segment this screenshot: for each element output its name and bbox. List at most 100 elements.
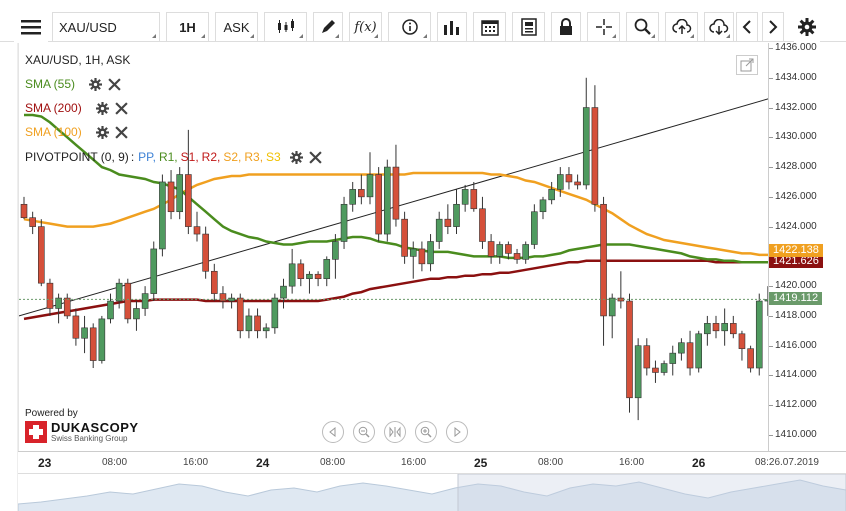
candle-body [392, 166, 400, 220]
candle-body [159, 181, 166, 250]
timeframe-select[interactable]: 1H [166, 12, 209, 42]
close-icon[interactable] [309, 150, 322, 164]
crosshair-icon [595, 19, 612, 35]
reset-view-button[interactable] [384, 421, 406, 443]
time-label-day: 24 [256, 456, 270, 470]
draw-tool-button[interactable] [313, 12, 343, 42]
lock-button[interactable] [551, 12, 581, 42]
left-margin [0, 43, 18, 511]
document-icon [520, 18, 537, 36]
zoom-button[interactable] [626, 12, 659, 42]
gear-icon[interactable] [95, 125, 109, 139]
time-label: 08:00 [102, 457, 128, 468]
price-tick [769, 167, 773, 169]
candle-body [46, 282, 54, 309]
chart-area[interactable] [18, 43, 769, 451]
scroll-forward-button[interactable] [446, 421, 468, 443]
pivot-item: S3 [266, 150, 281, 164]
candle-body [461, 189, 469, 205]
scroll-right-button[interactable] [762, 12, 784, 42]
time-label: 08:00 [538, 457, 564, 468]
candle-body [323, 259, 331, 280]
sma200-price-tag: 1421.626 [769, 255, 823, 269]
gear-icon[interactable] [95, 101, 109, 115]
download-button[interactable] [704, 12, 734, 42]
side-value: ASK [223, 19, 250, 35]
triangle-left-icon [329, 427, 336, 437]
candle-body [29, 217, 36, 227]
calendar-button[interactable] [473, 12, 506, 42]
info-button[interactable] [388, 12, 431, 42]
price-label: 1418.000 [775, 309, 817, 321]
candle-body [678, 342, 685, 354]
candle-body [358, 189, 365, 198]
gear-icon[interactable] [89, 77, 103, 91]
candle-body [738, 333, 746, 349]
candle-body [513, 253, 521, 260]
time-axis[interactable]: 23 08:00 16:00 24 08:00 16:00 25 08:00 16:00 26 08… [18, 451, 846, 473]
close-icon[interactable] [115, 125, 128, 139]
zoom-out-icon [358, 426, 370, 438]
candle-body [496, 244, 504, 257]
news-button[interactable] [512, 12, 545, 42]
settings-button[interactable] [794, 12, 820, 42]
scroll-left-button[interactable] [736, 12, 758, 42]
pivot-items: PP, R1, S1, R2, S2, R3, S3 [138, 150, 284, 164]
side-select[interactable]: ASK [215, 12, 258, 42]
close-icon[interactable] [108, 77, 121, 91]
price-axis[interactable]: 1436.000 1434.000 1432.000 1430.000 1428.000… [768, 42, 846, 451]
candle-body [721, 323, 728, 332]
upload-button[interactable] [665, 12, 698, 42]
legend-title: XAU/USD, 1H, ASK [25, 53, 131, 67]
symbol-select[interactable]: XAU/USD [52, 12, 160, 42]
price-tick [769, 375, 773, 377]
calendar-icon [480, 20, 499, 36]
candle-body [444, 218, 452, 227]
popout-button[interactable] [736, 55, 758, 75]
info-icon [401, 19, 418, 35]
bar-chart-icon [444, 21, 459, 35]
chart-type-button[interactable] [264, 12, 307, 42]
dukascopy-logo[interactable]: DUKASCOPY Swiss Banking Group [25, 421, 139, 443]
candle-body [626, 300, 633, 399]
legend-row-pivot: PIVOTPOINT (0, 9) : PP, R1, S1, R2, S2, R3, S3 [25, 149, 328, 165]
fit-icon [389, 426, 401, 438]
candle-body [634, 345, 642, 399]
price-chart[interactable] [19, 43, 769, 451]
volume-button[interactable] [437, 12, 467, 42]
candle-body [107, 300, 114, 320]
overview-navigator[interactable] [17, 473, 846, 511]
gear-icon[interactable] [289, 150, 303, 164]
candle-body [401, 218, 408, 257]
indicators-button[interactable]: f(x) [349, 12, 382, 42]
candle-body [150, 248, 158, 294]
candle-body [435, 218, 443, 242]
scroll-back-button[interactable] [322, 421, 344, 443]
overview-window [457, 473, 846, 511]
time-label-day: 23 [38, 456, 52, 470]
sma100-label: SMA (100) [25, 125, 82, 139]
menu-button[interactable] [14, 12, 48, 42]
price-label: 1410.000 [775, 429, 817, 440]
candle-body [418, 248, 426, 265]
price-label: 1420.000 [775, 280, 817, 292]
zoom-in-button[interactable] [415, 421, 437, 443]
close-icon[interactable] [115, 101, 128, 115]
candle-body [332, 241, 339, 260]
crosshair-button[interactable] [587, 12, 620, 42]
magnifier-icon [634, 18, 651, 35]
branding: Powered by DUKASCOPY Swiss Banking Group [25, 408, 139, 443]
time-label: 16:00 [183, 457, 209, 468]
price-tick [769, 315, 773, 317]
candle-body [531, 211, 538, 245]
zoom-out-button[interactable] [353, 421, 375, 443]
candle-body [427, 241, 434, 265]
candle-body [81, 327, 88, 339]
sma55-line [24, 113, 769, 264]
overview-chart [17, 473, 846, 511]
price-label: 1428.000 [775, 161, 817, 173]
legend-row-sma55: SMA (55) [25, 76, 127, 92]
candle-body [72, 315, 80, 339]
zoom-in-icon [420, 426, 432, 438]
price-tick [769, 435, 773, 436]
